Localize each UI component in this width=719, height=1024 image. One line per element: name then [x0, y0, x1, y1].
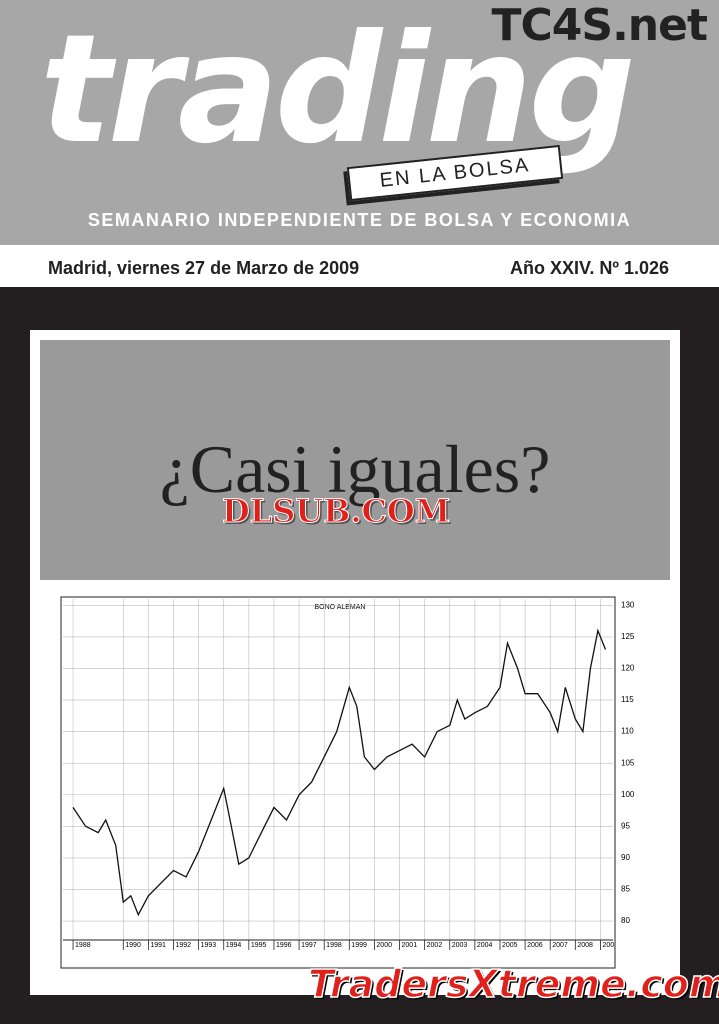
y-tick-label: 120 — [621, 664, 635, 673]
chart-title: BONO ALEMAN — [315, 604, 366, 611]
x-tick-label: 1997 — [301, 942, 317, 949]
headline-box — [40, 340, 670, 580]
y-tick-label: 95 — [621, 821, 630, 830]
x-tick-label: 2006 — [527, 942, 543, 949]
x-tick-label: 2001 — [402, 942, 418, 949]
data-line — [72, 628, 607, 917]
headline: ¿Casi iguales? — [159, 431, 551, 507]
y-tick-label: 80 — [621, 916, 630, 925]
x-tick-label: 2003 — [452, 942, 468, 949]
x-tick-label: 1992 — [176, 942, 192, 949]
watermark: TradersXtreme.com — [307, 961, 719, 1007]
chart-frame — [60, 596, 616, 969]
x-tick-label: 1988 — [75, 942, 91, 949]
subtitle: SEMANARIO INDEPENDIENTE DE BOLSA Y ECONO… — [87, 210, 632, 230]
y-tick-label: 105 — [621, 758, 635, 767]
watermark: DLSUB.COM — [221, 492, 451, 531]
x-tick-label: 2007 — [552, 942, 568, 949]
y-tick-label: 115 — [621, 695, 634, 704]
x-tick-label: 2005 — [502, 942, 518, 949]
x-tick-label: 2004 — [477, 942, 493, 949]
x-tick-label: 2002 — [427, 942, 443, 949]
x-tick-label: 2008 — [577, 942, 593, 949]
masthead-band — [0, 0, 719, 245]
x-tick-label: 1994 — [226, 942, 242, 949]
y-tick-label: 90 — [621, 853, 630, 862]
site-logo: TC4S.net — [491, 0, 708, 51]
y-tick-label: 85 — [621, 885, 630, 894]
x-tick-label: 1996 — [276, 942, 292, 949]
x-tick-label: 200 — [602, 942, 614, 949]
x-tick-label: 1990 — [125, 942, 141, 949]
x-tick-label: 1995 — [251, 942, 267, 949]
date: Madrid, viernes 27 de Marzo de 2009 — [48, 258, 360, 278]
y-tick-label: 125 — [621, 632, 635, 641]
y-tick-label: 130 — [621, 600, 635, 609]
x-tick-label: 1998 — [326, 942, 342, 949]
masthead: trading — [40, 3, 636, 177]
y-tick-label: 110 — [621, 727, 634, 736]
issue: Año XXIV. Nº 1.026 — [510, 258, 669, 278]
y-tick-label: 100 — [621, 790, 635, 799]
x-tick-label: 1993 — [201, 942, 217, 949]
x-tick-label: 1999 — [351, 942, 367, 949]
x-tick-label: 1991 — [150, 942, 166, 949]
x-tick-label: 2000 — [376, 942, 392, 949]
